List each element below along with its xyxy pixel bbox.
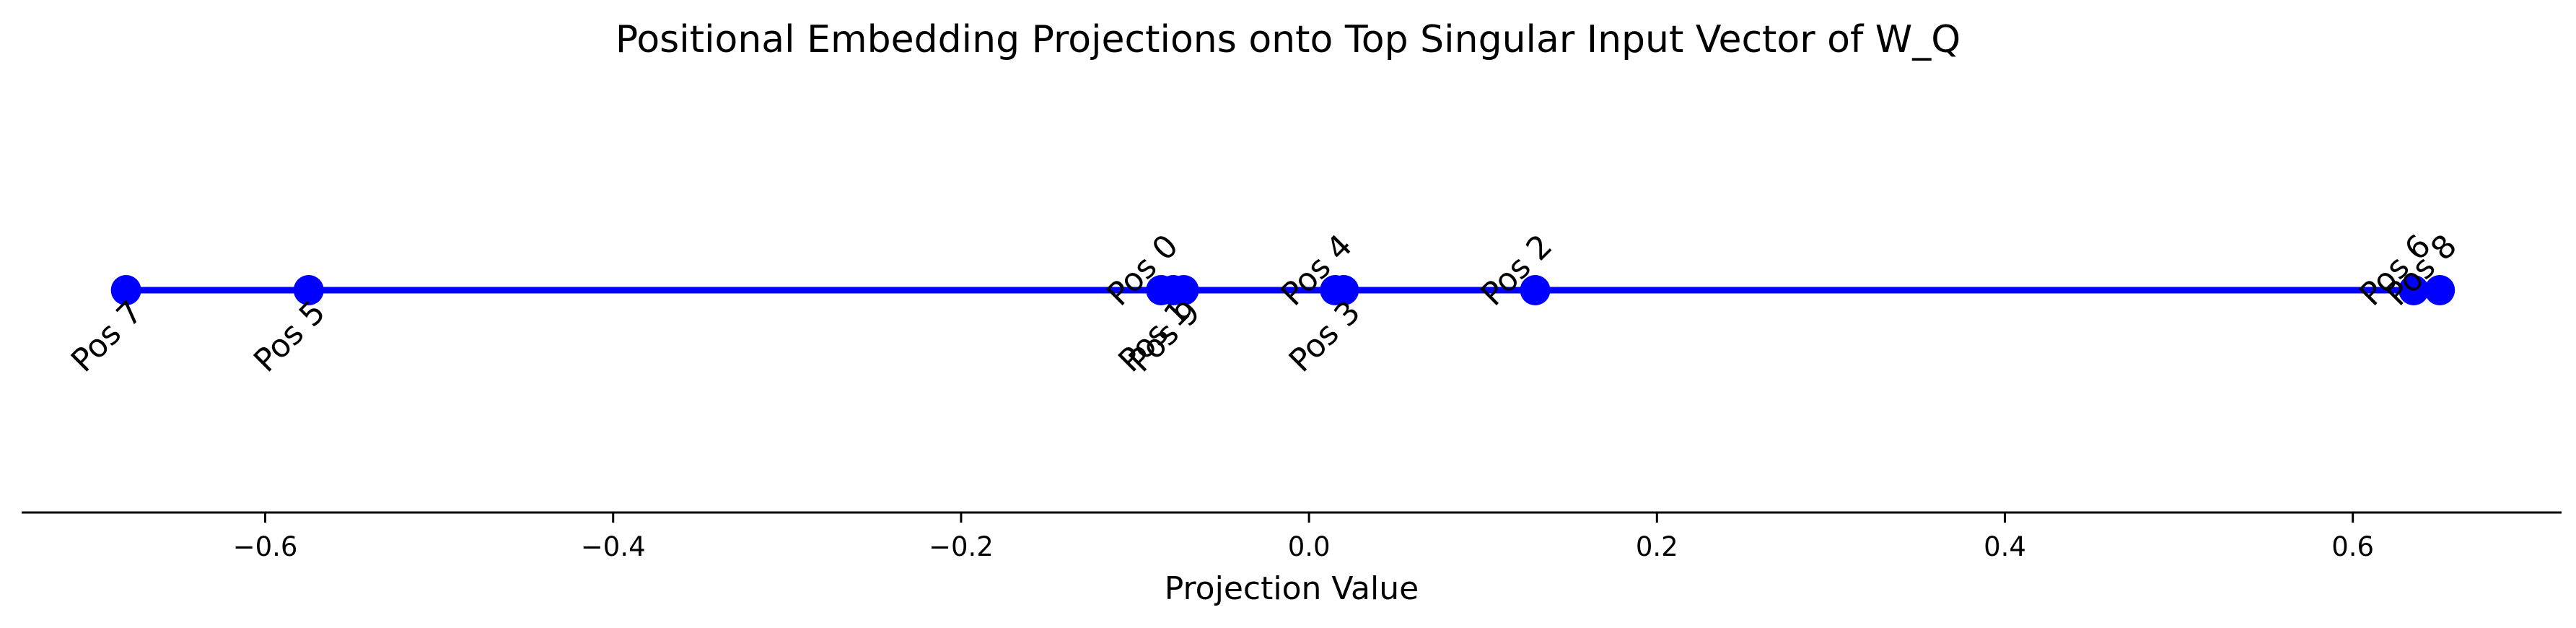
x-tick-label: −0.6 [233,531,298,562]
point-marker [293,275,324,305]
x-tick-label: −0.2 [929,531,994,562]
chart-title: Positional Embedding Projections onto To… [615,18,1961,61]
point-marker [2398,275,2430,305]
point-marker [110,275,141,305]
point-label: Pos 5 [247,294,333,380]
x-tick-label: 0.0 [1288,531,1331,562]
projection-series [110,275,2455,305]
point-marker [2424,275,2455,305]
x-tick-label: 0.2 [1636,531,1678,562]
point-marker [1168,275,1199,305]
point-label: Pos 2 [1474,227,1560,313]
x-axis-ticks: −0.6 −0.4 −0.2 0.0 0.2 0.4 0.6 [233,513,2374,562]
point-label: Pos 7 [64,294,150,380]
x-tick-label: −0.4 [581,531,646,562]
point-marker [1520,275,1551,305]
x-tick-label: 0.6 [2331,531,2374,562]
x-axis-label: Projection Value [1165,570,1419,607]
x-tick-label: 0.4 [1984,531,2026,562]
point-marker [1320,275,1351,305]
